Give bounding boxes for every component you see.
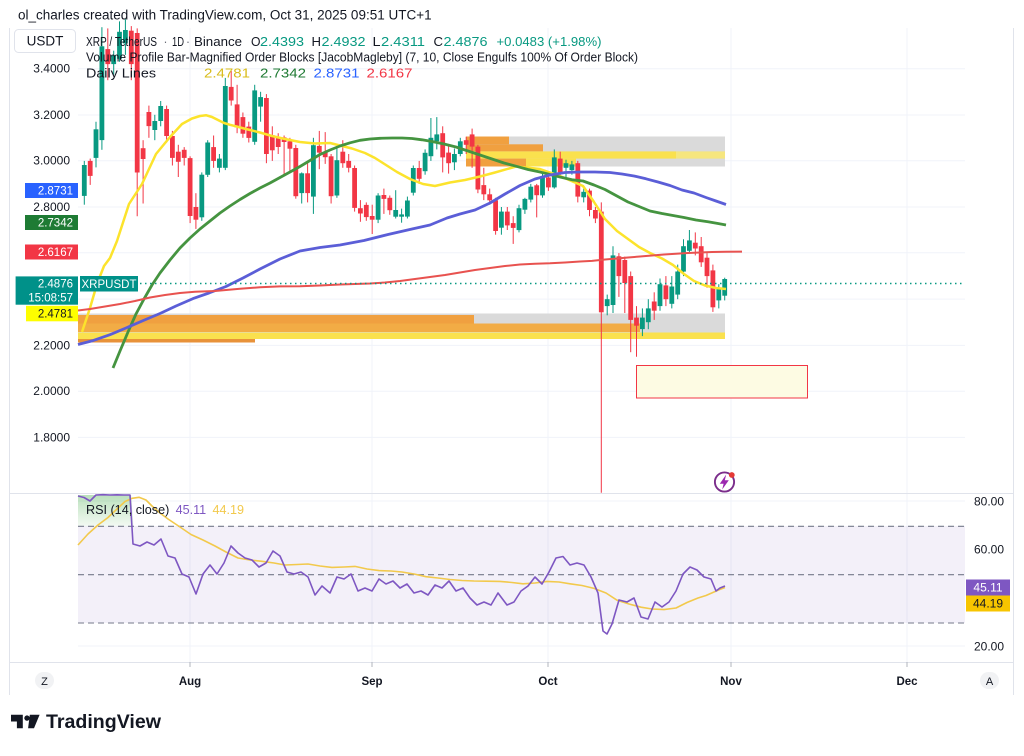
svg-text:3.2000: 3.2000: [33, 108, 70, 122]
svg-text:Aug: Aug: [179, 676, 201, 688]
svg-text:A: A: [986, 676, 994, 688]
svg-text:2.2000: 2.2000: [33, 338, 70, 352]
svg-text:2.4781: 2.4781: [38, 309, 73, 321]
svg-text:45.11: 45.11: [973, 581, 1002, 595]
svg-text:3.4000: 3.4000: [33, 62, 70, 76]
svg-text:2.6167: 2.6167: [38, 247, 73, 259]
svg-text:USDT: USDT: [27, 34, 64, 49]
svg-text:2.8000: 2.8000: [33, 200, 70, 214]
svg-text:Nov: Nov: [720, 676, 742, 688]
svg-text:2.8731: 2.8731: [38, 186, 73, 198]
svg-text:1.8000: 1.8000: [33, 430, 70, 444]
svg-text:TradingView: TradingView: [46, 711, 162, 733]
svg-text:XRPUSDT: XRPUSDT: [82, 279, 137, 291]
svg-text:2.4876: 2.4876: [38, 278, 73, 290]
svg-text:15:08:57: 15:08:57: [28, 293, 73, 305]
svg-text:2.7342: 2.7342: [38, 218, 73, 230]
svg-text:60.00: 60.00: [974, 543, 1004, 557]
svg-text:Sep: Sep: [361, 676, 382, 688]
svg-text:RSI (14, close) 45.11 44.19: RSI (14, close) 45.11 44.19: [86, 503, 244, 517]
svg-text:80.00: 80.00: [974, 494, 1004, 508]
svg-text:ol_charles created with Tradin: ol_charles created with TradingView.com,…: [18, 8, 432, 23]
svg-text:Dec: Dec: [896, 676, 918, 688]
svg-text:Volume Profile Bar-Magnified O: Volume Profile Bar-Magnified Order Block…: [86, 51, 638, 65]
svg-text:3.0000: 3.0000: [33, 154, 70, 168]
svg-text:44.19: 44.19: [973, 597, 1003, 611]
svg-text:2.0000: 2.0000: [33, 384, 70, 398]
svg-text:Oct: Oct: [538, 676, 557, 688]
svg-text:20.00: 20.00: [974, 639, 1004, 653]
svg-text:Z: Z: [41, 676, 48, 688]
